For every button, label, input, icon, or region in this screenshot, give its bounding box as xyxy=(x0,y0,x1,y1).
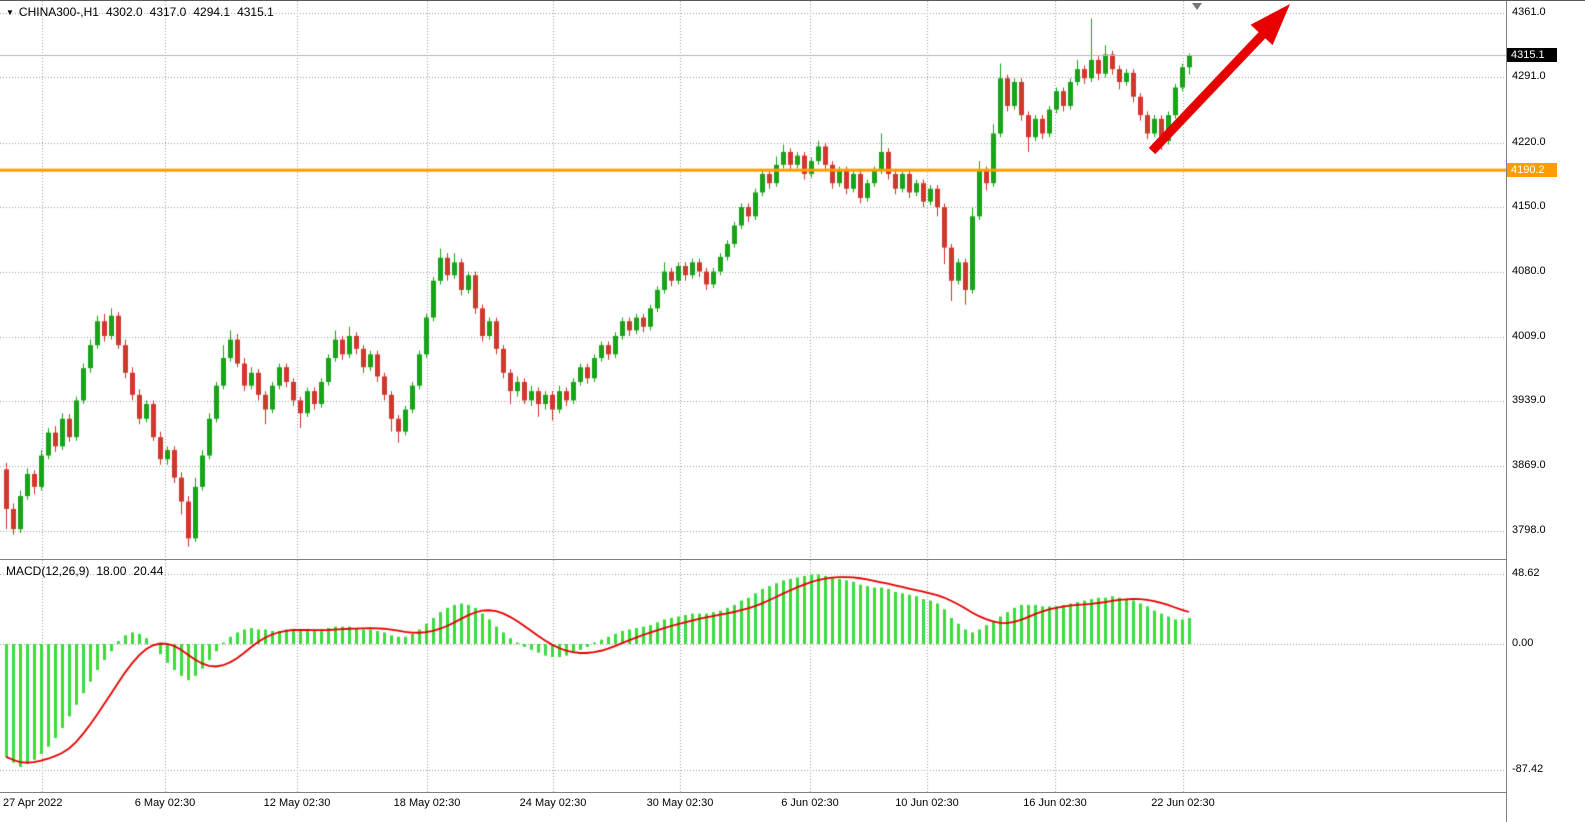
macd-panel: MACD(12,26,9) 18.00 20.44 xyxy=(0,560,1506,792)
symbol-period-label: CHINA300-,H1 xyxy=(18,5,99,19)
quote-open: 4302.0 xyxy=(105,5,143,19)
price-axis-label: 3869.0 xyxy=(1512,458,1546,471)
time-axis-label: 12 May 02:30 xyxy=(263,797,331,809)
price-chart-canvas[interactable] xyxy=(0,1,1506,559)
time-axis-label: 24 May 02:30 xyxy=(519,797,587,809)
price-axis-label: 4009.0 xyxy=(1512,329,1546,342)
hline-price-badge: 4190.2 xyxy=(1507,163,1557,178)
time-axis-label: 6 May 02:30 xyxy=(134,797,196,809)
price-axis-label: 4361.0 xyxy=(1512,6,1546,18)
price-chart-panel: ▼ CHINA300-,H1 4302.0 4317.0 4294.1 4315.1 xyxy=(0,1,1506,559)
macd-indicator-header: MACD(12,26,9) 18.00 20.44 xyxy=(6,564,163,578)
price-axis-label: 3798.0 xyxy=(1512,524,1546,537)
quote-close: 4315.1 xyxy=(237,5,274,19)
time-axis-label: 22 Jun 02:30 xyxy=(1151,797,1215,809)
price-axis[interactable]: 4315.1 4190.2 4361.0 4291.0 4220.0 4150.0 40… xyxy=(1506,1,1585,822)
time-axis-label: 6 Jun 02:30 xyxy=(781,797,839,809)
time-axis-label: 30 May 02:30 xyxy=(646,797,714,809)
quote-high: 4317.0 xyxy=(149,5,187,19)
current-price-badge: 4315.1 xyxy=(1507,48,1557,63)
quote-low: 4294.1 xyxy=(193,5,231,19)
time-axis-label: 18 May 02:30 xyxy=(393,797,461,809)
macd-value: 18.00 xyxy=(96,564,127,578)
price-axis-label: 4150.0 xyxy=(1512,200,1546,213)
time-axis[interactable]: 27 Apr 2022 6 May 02:30 12 May 02:30 18 May… xyxy=(0,793,1506,822)
symbol-caret-icon: ▼ xyxy=(6,8,14,17)
quote-header: ▼ CHINA300-,H1 4302.0 4317.0 4294.1 4315.1 xyxy=(6,5,274,19)
chart-shift-marker[interactable] xyxy=(1192,3,1202,10)
macd-signal-value: 20.44 xyxy=(133,564,164,578)
macd-canvas[interactable] xyxy=(0,560,1506,792)
time-axis-label: 16 Jun 02:30 xyxy=(1023,797,1087,809)
time-axis-separator xyxy=(0,792,1585,793)
macd-indicator-label: MACD(12,26,9) xyxy=(6,564,90,578)
time-axis-label: 27 Apr 2022 xyxy=(3,797,63,809)
macd-axis-label: 48.62 xyxy=(1512,566,1540,579)
macd-axis-label: 0.00 xyxy=(1512,637,1534,649)
price-axis-label: 4291.0 xyxy=(1512,70,1546,83)
price-axis-label: 3939.0 xyxy=(1512,394,1546,407)
time-axis-label: 10 Jun 02:30 xyxy=(895,797,959,809)
macd-axis-label: -87.42 xyxy=(1512,763,1544,776)
panel-separator[interactable] xyxy=(0,559,1585,560)
price-axis-label: 4220.0 xyxy=(1512,135,1546,148)
price-axis-label: 4080.0 xyxy=(1512,264,1546,277)
